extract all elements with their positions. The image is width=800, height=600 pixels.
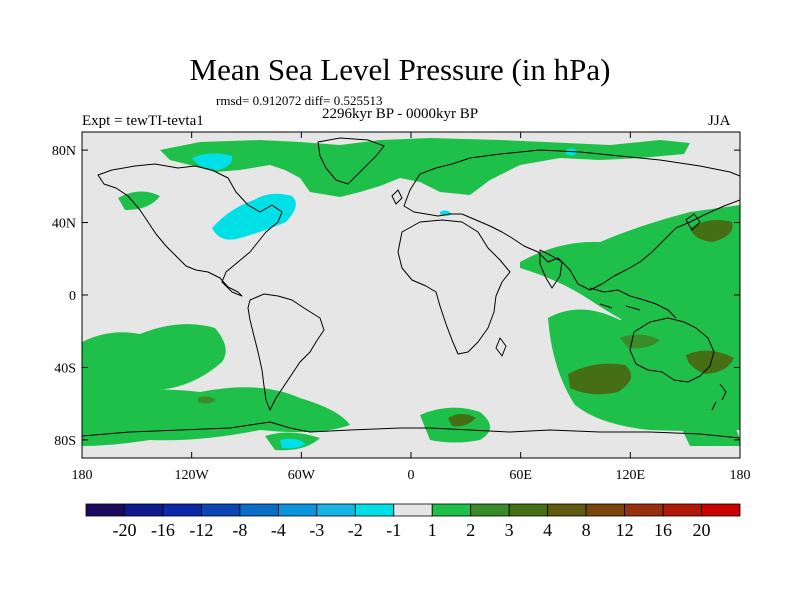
latitude-axis-labels: 80N 40N 0 40S 80S xyxy=(52,144,76,449)
southern-atlantic-patch xyxy=(198,396,216,404)
colorbar-swatch xyxy=(393,503,433,517)
new-zealand-outline xyxy=(711,383,727,411)
eurasia-outline xyxy=(403,149,740,291)
lon-tick-label: 0 xyxy=(408,468,415,483)
colorbar-label: -4 xyxy=(271,520,286,540)
greenland-outline xyxy=(317,137,385,185)
rmsd-diff-stats: rmsd= 0.912072 diff= 0.525513 xyxy=(216,93,383,108)
colorbar-label: 8 xyxy=(582,520,591,540)
indian-mid-patch xyxy=(620,334,660,349)
tasman-peak xyxy=(686,350,734,374)
colorbar-swatch xyxy=(239,503,279,517)
lat-tick-label: 80S xyxy=(54,434,76,449)
lon-tick-label: 120W xyxy=(175,468,210,483)
colorbar-swatch xyxy=(316,503,356,517)
colorbar-swatch xyxy=(277,503,318,517)
colorbar-label: 12 xyxy=(616,520,634,540)
colorbar-swatch xyxy=(431,503,472,517)
indian-ocean-peak xyxy=(568,363,632,395)
anomaly-fields xyxy=(82,138,740,451)
map-title: Mean Sea Level Pressure (in hPa) xyxy=(189,52,611,87)
canadian-arctic-negative xyxy=(192,153,233,170)
colorbar-swatch xyxy=(470,503,510,517)
anomaly-3-to-4-hpa xyxy=(448,220,734,427)
colorbar-swatch xyxy=(201,503,241,517)
colorbar-label: 3 xyxy=(505,520,514,540)
experiment-label: Expt = tewTI-tevta1 xyxy=(82,113,204,129)
japan-outline xyxy=(685,213,701,231)
colorbar-label: -8 xyxy=(232,520,247,540)
madagascar-outline xyxy=(495,337,507,357)
lon-tick-label: 60W xyxy=(288,468,316,483)
atlantic-antarctic-peak xyxy=(448,414,476,427)
north-america-outline xyxy=(97,163,283,297)
west-pacific-indian-band xyxy=(520,205,740,340)
colorbar-label: -2 xyxy=(348,520,363,540)
weddell-negative xyxy=(280,438,306,449)
colorbar-swatch xyxy=(508,503,549,517)
coastlines xyxy=(82,137,740,439)
colorbar-label: -12 xyxy=(189,520,213,540)
north-pacific-west-peak xyxy=(690,220,733,242)
colorbar-label: -3 xyxy=(309,520,324,540)
colorbar-swatch xyxy=(662,503,702,517)
north-atlantic-negative xyxy=(212,193,296,240)
uk-outline xyxy=(391,189,403,205)
colorbar-swatches xyxy=(85,503,741,517)
antarctica-outline xyxy=(82,421,740,439)
lon-tick-label: 180 xyxy=(730,468,751,483)
map-panel xyxy=(81,131,741,459)
lat-tick-label: 0 xyxy=(69,289,76,304)
lat-tick-label: 40N xyxy=(52,217,76,232)
lon-tick-label: 60E xyxy=(509,468,532,483)
colorbar-swatch xyxy=(547,503,587,517)
lat-tick-label: 40S xyxy=(54,361,76,376)
lat-tick-label: 80N xyxy=(52,144,76,159)
arctic-positive-region xyxy=(160,138,690,197)
colorbar-swatch xyxy=(585,503,625,517)
colorbar-labels: -20 -16 -12 -8 -4 -3 -2 -1 1 2 3 4 8 12 … xyxy=(112,520,710,540)
colorbar-label: 20 xyxy=(693,520,711,540)
colorbar-label: -16 xyxy=(151,520,175,540)
colorbar-label: 2 xyxy=(466,520,475,540)
colorbar-label: -20 xyxy=(112,520,136,540)
lon-tick-label: 120E xyxy=(616,468,646,483)
colorbar: -20 -16 -12 -8 -4 -3 -2 -1 1 2 3 4 8 12 … xyxy=(85,503,741,540)
south-america-outline xyxy=(247,293,325,411)
colorbar-label: 16 xyxy=(654,520,672,540)
se-asia-islands-outline xyxy=(589,287,677,319)
lon-tick-label: 180 xyxy=(72,468,93,483)
southwest-pacific-patch xyxy=(680,417,740,446)
longitude-axis-labels: 180 120W 60W 0 60E 120E 180 xyxy=(72,468,751,483)
south-indian-australian-region xyxy=(548,309,740,431)
colorbar-label: 1 xyxy=(428,520,437,540)
time-period-label: 2296kyr BP - 0000kyr BP xyxy=(322,106,479,122)
colorbar-swatch xyxy=(85,503,125,517)
colorbar-swatch xyxy=(624,503,664,517)
season-label: JJA xyxy=(708,113,731,129)
colorbar-label: -1 xyxy=(386,520,401,540)
colorbar-label: 4 xyxy=(543,520,552,540)
axis-tick-marks xyxy=(81,132,741,458)
colorbar-swatch xyxy=(162,503,202,517)
south-pacific-band xyxy=(82,324,226,400)
india-outline xyxy=(539,249,563,289)
colorbar-swatch xyxy=(354,503,395,517)
colorbar-swatch xyxy=(124,503,164,517)
anomaly-2-to-3-hpa xyxy=(198,334,660,404)
colorbar-swatch xyxy=(701,503,741,517)
africa-outline xyxy=(397,219,511,355)
australia-outline xyxy=(629,317,715,383)
